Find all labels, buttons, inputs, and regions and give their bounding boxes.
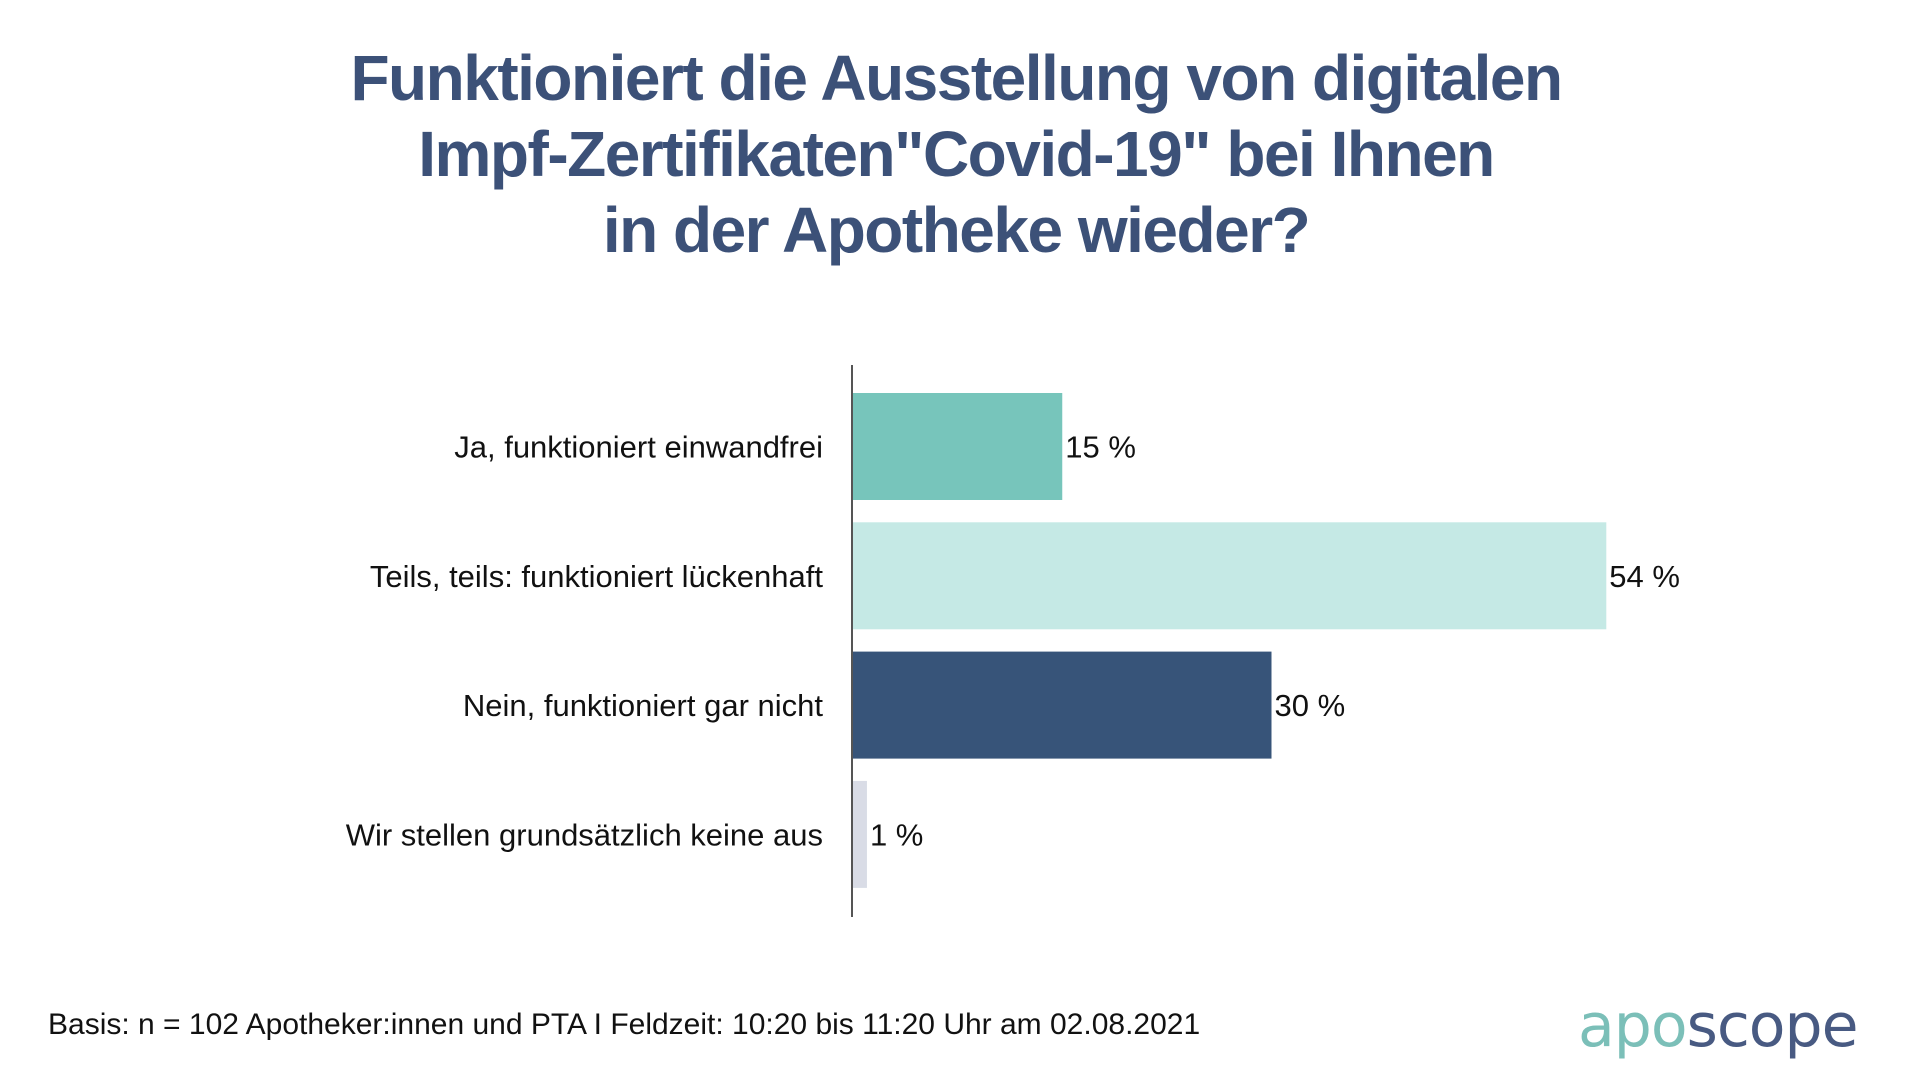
bar-3 — [853, 651, 1272, 759]
chart-title-line-2: Impf-Zertifikaten"Covid-19" bei Ihnen — [418, 118, 1495, 190]
bar-4 — [853, 780, 867, 888]
category-label-1: Ja, funktioniert einwandfrei — [454, 430, 823, 465]
category-labels-group: Ja, funktioniert einwandfrei Teils, teils… — [346, 430, 824, 853]
category-label-4: Wir stellen grundsätzlich keine aus — [346, 817, 823, 852]
value-label-1: 15 % — [1065, 430, 1136, 465]
value-label-4: 1 % — [870, 817, 923, 852]
bar-2 — [853, 522, 1607, 630]
chart-title-line-3: in der Apotheke wieder? — [602, 194, 1311, 266]
bar-1 — [853, 393, 1063, 500]
aposcope-logo: aposcope — [1578, 988, 1859, 1064]
category-label-2: Teils, teils: funktioniert lückenhaft — [370, 559, 824, 594]
chart-title-line-1: Funktioniert die Ausstellung von digital… — [350, 42, 1563, 114]
logo-part-scope: scope — [1686, 991, 1859, 1061]
footer-basis-note: Basis: n = 102 Apotheker:innen und PTA I… — [48, 1008, 1201, 1041]
value-label-3: 30 % — [1275, 688, 1346, 723]
chart-title: Funktioniert die Ausstellung von digital… — [0, 40, 1912, 268]
logo-part-apo: apo — [1578, 991, 1688, 1061]
value-labels-group: 15 % 54 % 30 % 1 % — [870, 430, 1680, 853]
value-label-2: 54 % — [1609, 559, 1680, 594]
bars-group — [853, 393, 1607, 888]
category-label-3: Nein, funktioniert gar nicht — [463, 688, 824, 723]
